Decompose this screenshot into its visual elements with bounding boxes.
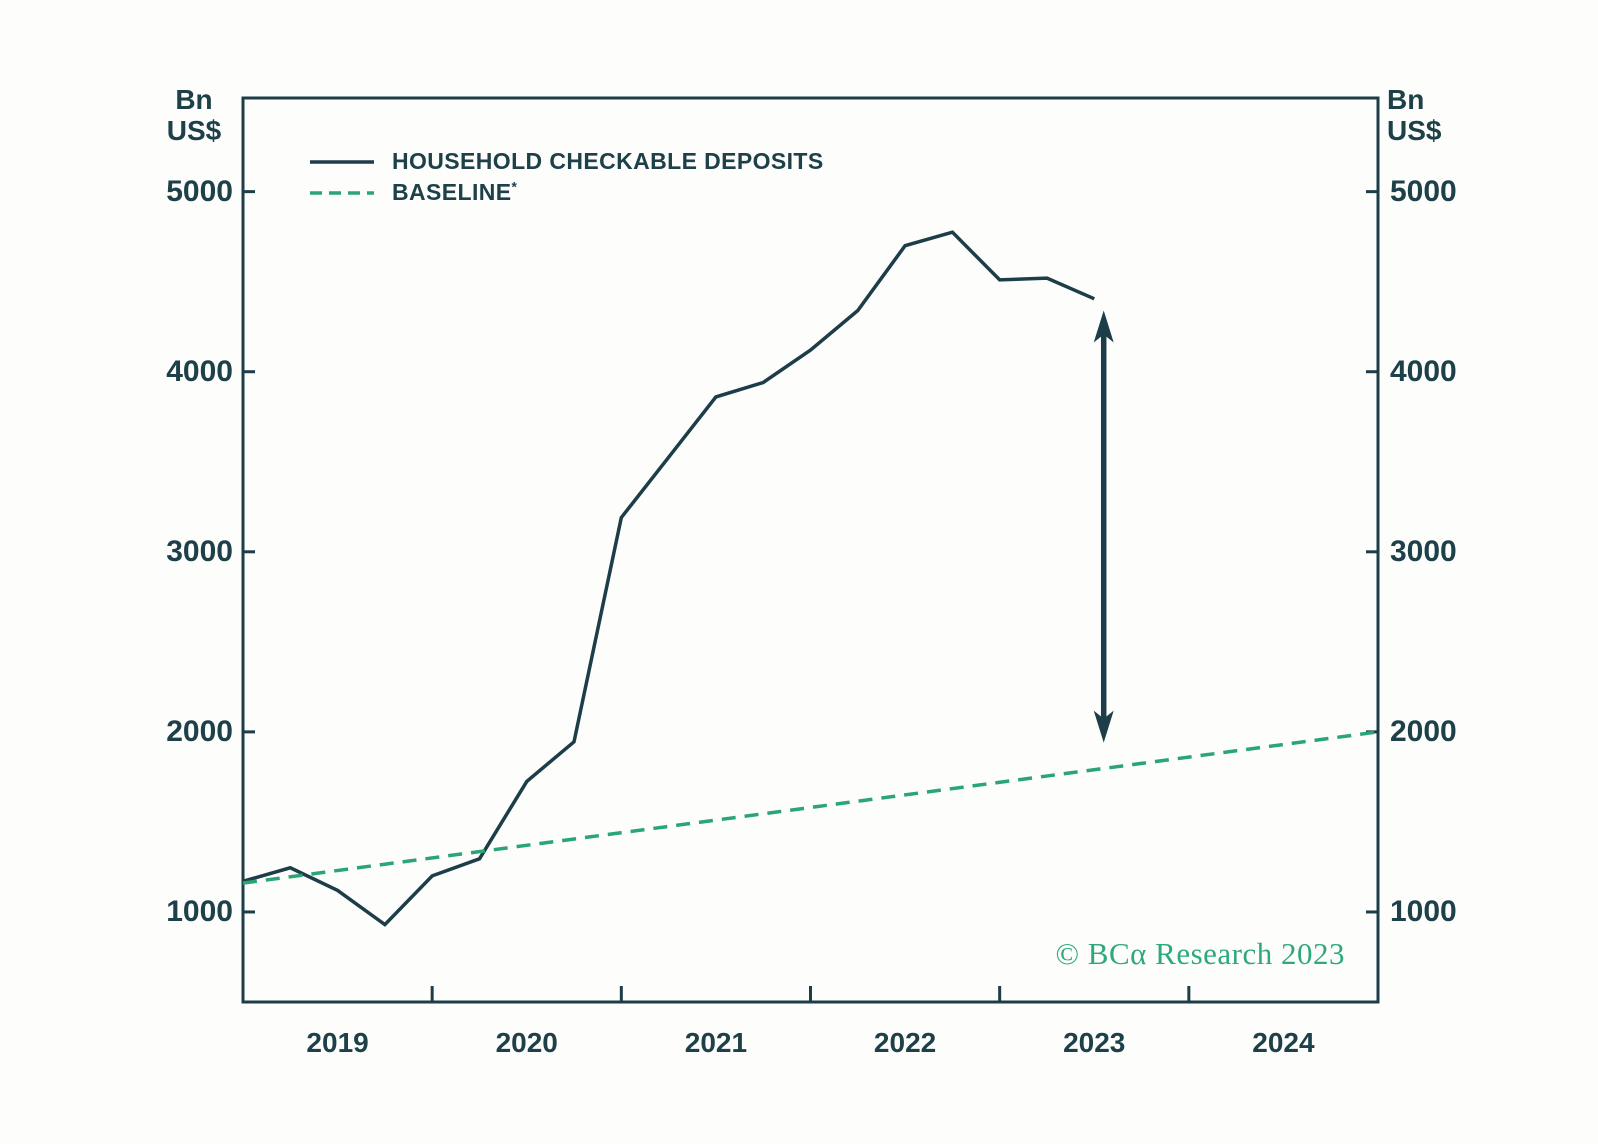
y-axis-unit-left: Bn US$ — [152, 84, 236, 146]
x-tick-label-year: 2023 — [1063, 1027, 1126, 1058]
gap-arrow-head-down-icon — [1093, 710, 1114, 743]
unit-right-line1: Bn — [1387, 84, 1425, 115]
unit-left-line2: US$ — [166, 115, 222, 146]
y-axis-unit-right: Bn US$ — [1387, 84, 1471, 146]
y-tick-label-right: 3000 — [1390, 534, 1457, 568]
y-tick-label-right: 4000 — [1390, 354, 1457, 388]
x-tick-label-year: 2024 — [1252, 1027, 1315, 1058]
y-tick-label-left: 1000 — [166, 894, 233, 928]
y-tick-label-left: 4000 — [166, 354, 233, 388]
solid-line-swatch-icon — [310, 159, 374, 164]
legend-item-deposits: HOUSEHOLD CHECKABLE DEPOSITS — [309, 146, 824, 177]
x-tick-label-year: 2022 — [873, 1027, 937, 1058]
legend-label-baseline: BASELINE* — [392, 179, 517, 206]
y-tick-label-left: 2000 — [166, 714, 233, 748]
deposits-line — [242, 230, 1096, 927]
gap-arrow-head-up-icon — [1093, 310, 1114, 343]
x-tick-label-year: 2019 — [306, 1027, 369, 1058]
legend-label-baseline-footnote-marker: * — [511, 179, 518, 195]
legend-label-baseline-text: BASELINE — [392, 179, 512, 205]
legend-label-deposits: HOUSEHOLD CHECKABLE DEPOSITS — [392, 148, 824, 174]
y-tick-label-right: 5000 — [1390, 174, 1457, 208]
legend: HOUSEHOLD CHECKABLE DEPOSITS BASELINE* — [309, 146, 824, 208]
unit-right-line2: US$ — [1387, 115, 1442, 146]
unit-left-line1: Bn — [175, 84, 213, 115]
legend-item-baseline: BASELINE* — [309, 177, 824, 208]
y-tick-label-left: 5000 — [166, 174, 233, 208]
x-tick-label-year: 2020 — [495, 1027, 558, 1058]
plot-border — [241, 96, 1380, 1004]
y-tick-label-right: 2000 — [1390, 714, 1457, 748]
baseline-line — [242, 730, 1379, 885]
dashed-line-swatch-icon — [310, 190, 374, 195]
y-tick-label-right: 1000 — [1390, 894, 1457, 928]
x-tick-label-year: 2021 — [684, 1027, 748, 1058]
watermark: © BCα Research 2023 — [1055, 936, 1345, 971]
y-tick-label-left: 3000 — [166, 534, 233, 568]
